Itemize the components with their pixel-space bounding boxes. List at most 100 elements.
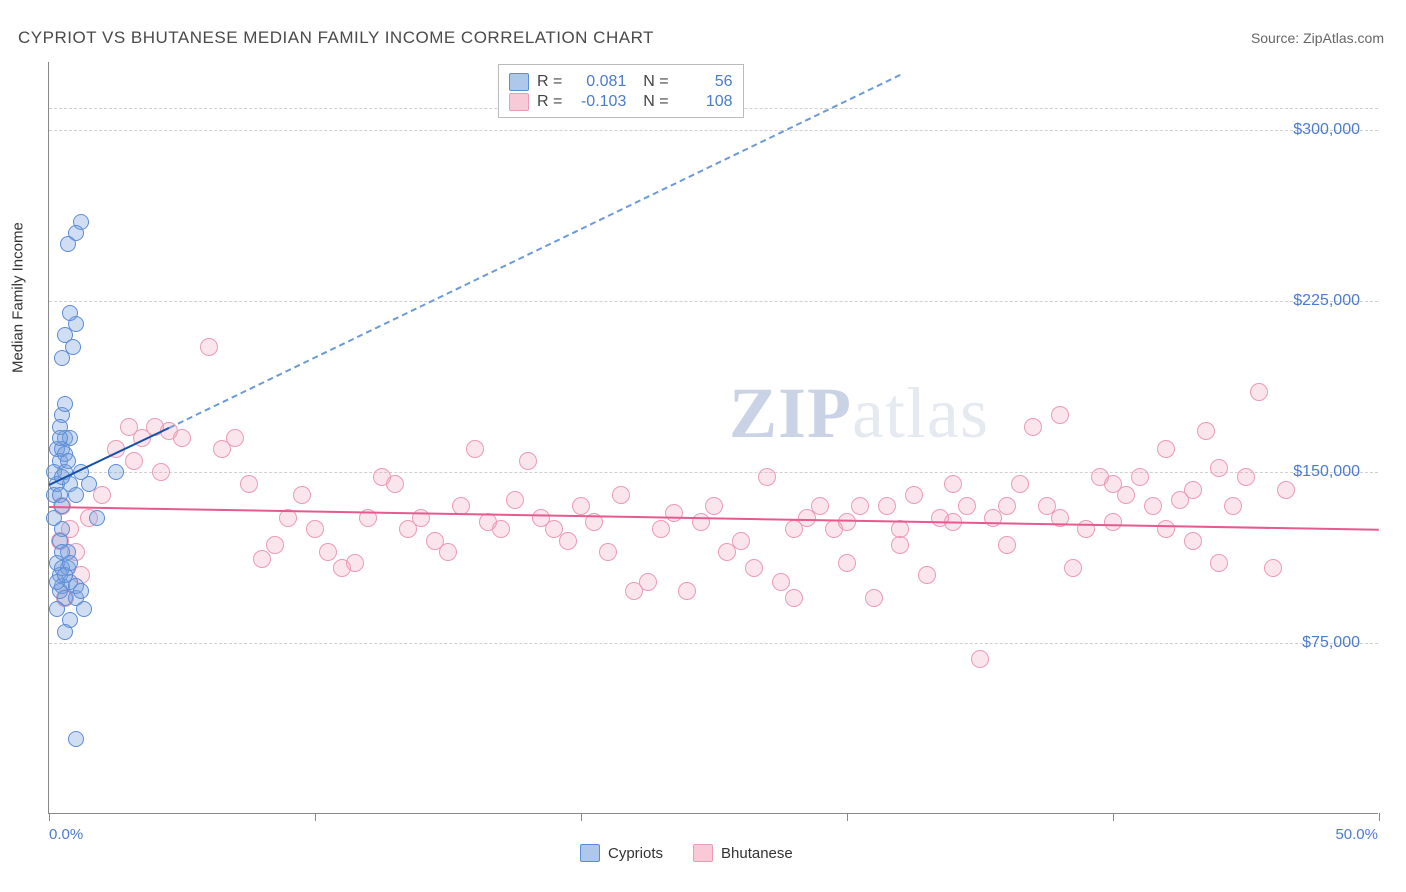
scatter-point-bhutanese <box>612 486 630 504</box>
scatter-point-bhutanese <box>785 589 803 607</box>
scatter-point-cypriot <box>73 583 89 599</box>
scatter-point-bhutanese <box>466 440 484 458</box>
scatter-point-bhutanese <box>1210 459 1228 477</box>
gridline-horizontal <box>49 643 1378 644</box>
scatter-point-bhutanese <box>998 497 1016 515</box>
scatter-point-bhutanese <box>1064 559 1082 577</box>
scatter-point-cypriot <box>60 453 76 469</box>
legend-label: Cypriots <box>608 845 663 862</box>
scatter-point-bhutanese <box>240 475 258 493</box>
scatter-point-cypriot <box>76 601 92 617</box>
legend-swatch <box>693 844 713 862</box>
scatter-point-bhutanese <box>652 520 670 538</box>
scatter-point-bhutanese <box>1264 559 1282 577</box>
y-tick-label: $225,000 <box>1293 292 1360 310</box>
stats-row: R =-0.103 N =108 <box>509 93 733 111</box>
x-tick-label-min: 0.0% <box>49 826 83 843</box>
scatter-point-bhutanese <box>732 532 750 550</box>
scatter-point-bhutanese <box>559 532 577 550</box>
scatter-point-cypriot <box>62 555 78 571</box>
gridline-horizontal <box>49 130 1378 131</box>
scatter-point-bhutanese <box>1237 468 1255 486</box>
gridline-horizontal <box>49 472 1378 473</box>
scatter-point-bhutanese <box>1277 481 1295 499</box>
legend-swatch <box>509 93 529 111</box>
scatter-point-bhutanese <box>971 650 989 668</box>
scatter-point-bhutanese <box>1131 468 1149 486</box>
y-axis-label: Median Family Income <box>10 222 27 373</box>
scatter-point-bhutanese <box>266 536 284 554</box>
scatter-point-cypriot <box>68 731 84 747</box>
y-tick-label: $75,000 <box>1302 634 1360 652</box>
scatter-point-bhutanese <box>639 573 657 591</box>
scatter-point-bhutanese <box>1184 532 1202 550</box>
scatter-point-cypriot <box>81 476 97 492</box>
scatter-point-bhutanese <box>519 452 537 470</box>
scatter-point-bhutanese <box>1157 520 1175 538</box>
scatter-point-bhutanese <box>125 452 143 470</box>
gridline-horizontal <box>49 301 1378 302</box>
scatter-point-bhutanese <box>705 497 723 515</box>
series-legend: Cypriots Bhutanese <box>580 844 793 862</box>
scatter-point-bhutanese <box>785 520 803 538</box>
scatter-point-bhutanese <box>572 497 590 515</box>
scatter-point-bhutanese <box>772 573 790 591</box>
stat-n-label: N = <box>634 73 668 91</box>
stat-n-value: 56 <box>677 73 733 91</box>
legend-swatch <box>509 73 529 91</box>
scatter-point-cypriot <box>57 396 73 412</box>
legend-swatch <box>580 844 600 862</box>
scatter-point-bhutanese <box>386 475 404 493</box>
scatter-point-bhutanese <box>306 520 324 538</box>
legend-item: Bhutanese <box>693 844 793 862</box>
scatter-point-cypriot <box>52 430 68 446</box>
legend-label: Bhutanese <box>721 845 793 862</box>
scatter-point-cypriot <box>62 305 78 321</box>
stat-r-value: -0.103 <box>570 93 626 111</box>
stat-r-label: R = <box>537 93 562 111</box>
scatter-point-bhutanese <box>838 513 856 531</box>
scatter-point-bhutanese <box>865 589 883 607</box>
scatter-point-bhutanese <box>1250 383 1268 401</box>
scatter-point-bhutanese <box>1210 554 1228 572</box>
scatter-point-bhutanese <box>692 513 710 531</box>
scatter-point-bhutanese <box>319 543 337 561</box>
scatter-point-bhutanese <box>958 497 976 515</box>
scatter-point-bhutanese <box>293 486 311 504</box>
y-tick-label: $300,000 <box>1293 121 1360 139</box>
scatter-point-cypriot <box>108 464 124 480</box>
stat-r-value: 0.081 <box>570 73 626 91</box>
scatter-point-cypriot <box>68 487 84 503</box>
stats-legend-box: R =0.081 N =56R =-0.103 N =108 <box>498 64 744 118</box>
scatter-point-bhutanese <box>745 559 763 577</box>
scatter-point-cypriot <box>89 510 105 526</box>
scatter-point-bhutanese <box>1024 418 1042 436</box>
scatter-point-bhutanese <box>1184 481 1202 499</box>
scatter-point-bhutanese <box>1197 422 1215 440</box>
stats-row: R = 0.081 N = 56 <box>509 73 733 91</box>
scatter-point-cypriot <box>57 624 73 640</box>
scatter-point-bhutanese <box>93 486 111 504</box>
chart-container: CYPRIOT VS BHUTANESE MEDIAN FAMILY INCOM… <box>0 0 1406 892</box>
x-tick-label-max: 50.0% <box>1335 826 1378 843</box>
scatter-point-bhutanese <box>253 550 271 568</box>
scatter-point-bhutanese <box>998 536 1016 554</box>
scatter-point-bhutanese <box>152 463 170 481</box>
x-tick <box>1379 813 1380 821</box>
stat-r-label: R = <box>537 73 562 91</box>
plot-area: ZIPatlas $75,000$150,000$225,000$300,000… <box>48 62 1378 814</box>
scatter-point-bhutanese <box>1051 406 1069 424</box>
x-tick <box>315 813 316 821</box>
scatter-point-cypriot <box>65 339 81 355</box>
scatter-point-bhutanese <box>1104 513 1122 531</box>
scatter-point-bhutanese <box>811 497 829 515</box>
x-tick <box>1113 813 1114 821</box>
scatter-point-bhutanese <box>891 536 909 554</box>
scatter-point-bhutanese <box>918 566 936 584</box>
scatter-point-bhutanese <box>758 468 776 486</box>
scatter-point-cypriot <box>60 236 76 252</box>
scatter-point-bhutanese <box>492 520 510 538</box>
scatter-point-bhutanese <box>173 429 191 447</box>
stat-n-value: 108 <box>677 93 733 111</box>
scatter-point-bhutanese <box>878 497 896 515</box>
